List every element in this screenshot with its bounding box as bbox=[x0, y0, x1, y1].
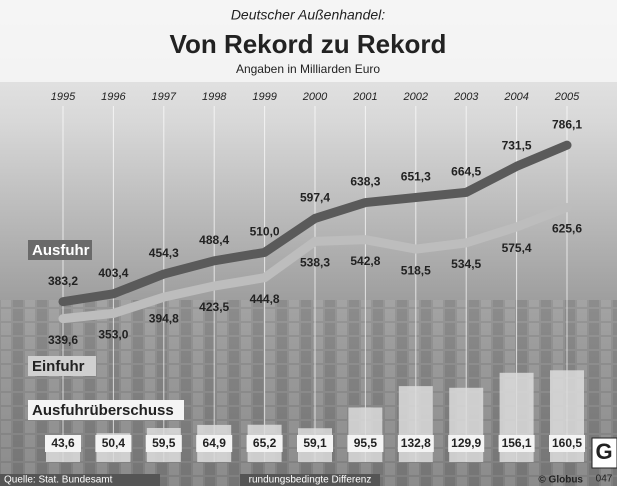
source: Quelle: Stat. Bundesamt bbox=[4, 475, 113, 486]
logo: G bbox=[595, 439, 612, 464]
value-label: 339,6 bbox=[48, 333, 78, 347]
line bbox=[58, 202, 572, 324]
value-label-bg bbox=[145, 435, 182, 452]
x-tick-label: 1997 bbox=[152, 91, 177, 103]
legend-label: Einfuhr bbox=[32, 358, 85, 375]
legend-box bbox=[28, 240, 92, 260]
x-tick-label: 1999 bbox=[252, 91, 276, 103]
legend-box bbox=[28, 400, 184, 420]
value-label-bg bbox=[347, 435, 384, 452]
value-label-bg bbox=[498, 435, 535, 452]
value-label: 383,2 bbox=[48, 274, 78, 288]
x-tick-label: 2004 bbox=[503, 91, 528, 103]
value-label: 575,4 bbox=[502, 241, 532, 255]
legend-label: Ausfuhr bbox=[32, 242, 90, 259]
value-label: 65,2 bbox=[253, 436, 277, 450]
logo-box bbox=[591, 437, 617, 469]
value-label-bg bbox=[397, 435, 434, 452]
credit: © Globus bbox=[538, 475, 583, 486]
value-label: 488,4 bbox=[199, 233, 229, 247]
value-label: 597,4 bbox=[300, 191, 330, 205]
chart-title: Von Rekord zu Rekord bbox=[170, 29, 447, 59]
legend-box bbox=[28, 356, 96, 376]
value-label: 625,6 bbox=[552, 222, 582, 236]
x-tick-label: 1996 bbox=[101, 91, 126, 103]
value-label: 423,5 bbox=[199, 300, 229, 314]
note: rundungsbedingte Differenz bbox=[249, 475, 372, 486]
value-label: 534,5 bbox=[451, 257, 481, 271]
value-label: 454,3 bbox=[149, 246, 179, 260]
value-label: 403,4 bbox=[98, 266, 128, 280]
header-bg bbox=[0, 0, 617, 82]
value-label-bg bbox=[549, 435, 585, 452]
kicker: Deutscher Außenhandel: bbox=[231, 7, 385, 23]
legend-label: Ausfuhrüberschuss bbox=[32, 402, 174, 419]
x-tick-label: 2005 bbox=[554, 91, 580, 103]
x-tick-label: 2001 bbox=[352, 91, 377, 103]
x-tick-label: 2002 bbox=[403, 91, 428, 103]
value-label: 651,3 bbox=[401, 170, 431, 184]
value-label-bg bbox=[196, 435, 233, 452]
source-bg bbox=[0, 474, 160, 486]
value-label: 50,4 bbox=[102, 436, 126, 450]
value-label: 59,5 bbox=[152, 436, 176, 450]
value-label: 132,8 bbox=[401, 436, 431, 450]
value-label: 731,5 bbox=[502, 139, 532, 153]
value-label: 156,1 bbox=[502, 436, 532, 450]
value-label: 538,3 bbox=[300, 256, 330, 270]
value-label-bg bbox=[45, 435, 81, 452]
value-label-bg bbox=[297, 435, 333, 452]
value-label: 510,0 bbox=[250, 225, 280, 239]
value-label: 394,8 bbox=[149, 311, 179, 325]
value-label: 542,8 bbox=[350, 254, 380, 268]
x-tick-label: 2003 bbox=[453, 91, 479, 103]
value-label-bg bbox=[246, 435, 283, 452]
line bbox=[58, 140, 572, 307]
note-bg bbox=[240, 474, 380, 486]
code: 047 bbox=[596, 474, 613, 485]
value-label: 129,9 bbox=[451, 436, 481, 450]
value-label: 160,5 bbox=[552, 436, 582, 450]
value-label: 95,5 bbox=[354, 436, 378, 450]
value-label: 638,3 bbox=[350, 175, 380, 189]
value-label-bg bbox=[448, 435, 485, 452]
value-label: 664,5 bbox=[451, 165, 481, 179]
x-tick-label: 1995 bbox=[51, 91, 76, 103]
value-label: 444,8 bbox=[250, 292, 280, 306]
value-label: 43,6 bbox=[51, 436, 75, 450]
bar bbox=[348, 407, 383, 462]
value-label: 353,0 bbox=[98, 328, 128, 342]
value-label: 64,9 bbox=[203, 436, 227, 450]
x-tick-label: 1998 bbox=[202, 91, 227, 103]
value-label: 786,1 bbox=[552, 117, 582, 131]
subtitle: Angaben in Milliarden Euro bbox=[236, 62, 380, 76]
x-tick-label: 2000 bbox=[302, 91, 328, 103]
value-label: 59,1 bbox=[303, 436, 327, 450]
value-label-bg bbox=[95, 435, 132, 452]
value-label: 518,5 bbox=[401, 263, 431, 277]
